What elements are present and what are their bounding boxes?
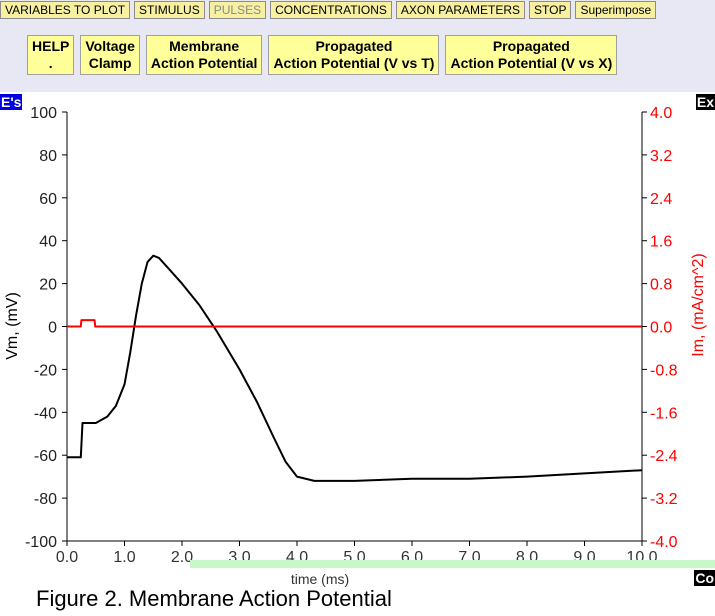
menu-bar: VARIABLES TO PLOT STIMULUS PULSES CONCENTRA…	[0, 0, 715, 20]
y2-tick-label: 3.2	[650, 148, 672, 165]
menu-item-variables-to-plot[interactable]: VARIABLES TO PLOT	[0, 1, 131, 19]
y2-tick-label: -1.6	[650, 405, 678, 422]
propagated-ap-v-vs-x-button[interactable]: Propagated Action Potential (V vs X)	[445, 35, 618, 75]
button-label-line2: Clamp	[88, 55, 132, 71]
button-label-line1: Propagated	[492, 38, 570, 54]
y-tick-label: -100	[25, 534, 57, 551]
y2-tick-label: 0.0	[650, 320, 672, 337]
y2-tick-label: -4.0	[650, 534, 678, 551]
figure-caption: Figure 2. Membrane Action Potential	[36, 586, 392, 611]
menu-item-stimulus[interactable]: STIMULUS	[134, 1, 205, 19]
x-tick-label: 1.0	[113, 549, 135, 566]
y2-tick-label: 2.4	[650, 191, 672, 208]
y-tick-label: -20	[34, 362, 57, 379]
membrane-voltage-line	[67, 254, 643, 482]
tick-labels: 100 80 60 40 20 0 -20 -40 -60 -80 -100 4.0 3.2 2.4 1.6…	[25, 105, 678, 566]
y-tick-label: -80	[34, 491, 57, 508]
y2-tick-label: 4.0	[650, 105, 672, 122]
button-label-line2: Action Potential (V vs X)	[450, 55, 613, 71]
membrane-current-line	[67, 319, 642, 328]
voltage-clamp-button[interactable]: Voltage Clamp	[80, 35, 140, 75]
y-tick-label: -40	[34, 405, 57, 422]
y2-tick-label: 1.6	[650, 234, 672, 251]
y-tick-label: 100	[30, 105, 57, 122]
y-tick-label: -60	[34, 448, 57, 465]
y2-tick-label: -2.4	[650, 448, 678, 465]
x-tick-label: 0.0	[56, 549, 78, 566]
tag-ex[interactable]: Ex	[695, 94, 715, 110]
tag-e-s[interactable]: E's	[0, 94, 23, 110]
menu-item-concentrations[interactable]: CONCENTRATIONS	[270, 1, 392, 19]
button-label-line2: .	[48, 55, 53, 71]
y2-axis-label: Im, (mA/cm^2)	[690, 253, 707, 357]
y-tick-label: 0	[48, 320, 57, 337]
y-tick-label: 80	[39, 148, 57, 165]
y-axis-label: Vm, (mV)	[4, 292, 21, 360]
tag-co[interactable]: Co	[694, 570, 715, 586]
membrane-action-potential-chart: 100 80 60 40 20 0 -20 -40 -60 -80 -100 4.0 3.2 2.4 1.6…	[4, 105, 707, 587]
y-tick-label: 20	[39, 277, 57, 294]
membrane-action-potential-button[interactable]: Membrane Action Potential	[145, 35, 263, 75]
series	[67, 254, 643, 482]
y-tick-label: 60	[39, 191, 57, 208]
y2-tick-label: -3.2	[650, 491, 678, 508]
y2-tick-label: 0.8	[650, 277, 672, 294]
progress-strip	[190, 560, 715, 568]
menu-item-pulses[interactable]: PULSES	[208, 1, 267, 19]
y2-tick-label: -0.8	[650, 362, 678, 379]
menu-item-superimpose[interactable]: Superimpose	[575, 1, 657, 19]
menu-item-axon-parameters[interactable]: AXON PARAMETERS	[395, 1, 526, 19]
button-label-line1: HELP	[32, 38, 70, 54]
button-label-line1: Propagated	[315, 38, 393, 54]
button-label-line2: Action Potential (V vs T)	[273, 55, 435, 71]
x-tick-label: 2.0	[171, 549, 193, 566]
help-button[interactable]: HELP.	[27, 35, 75, 75]
x-axis-label: time (ms)	[291, 571, 349, 587]
button-label-line2: Action Potential	[150, 55, 258, 71]
plot-panel	[0, 92, 715, 616]
propagated-ap-v-vs-t-button[interactable]: Propagated Action Potential (V vs T)	[268, 35, 440, 75]
button-label-line1: Membrane	[169, 38, 240, 54]
button-label-line1: Voltage	[85, 38, 135, 54]
y-tick-label: 40	[39, 234, 57, 251]
toolbar: HELP. Voltage Clamp Membrane Action Potentia…	[27, 35, 618, 75]
menu-item-stop[interactable]: STOP	[529, 1, 572, 19]
